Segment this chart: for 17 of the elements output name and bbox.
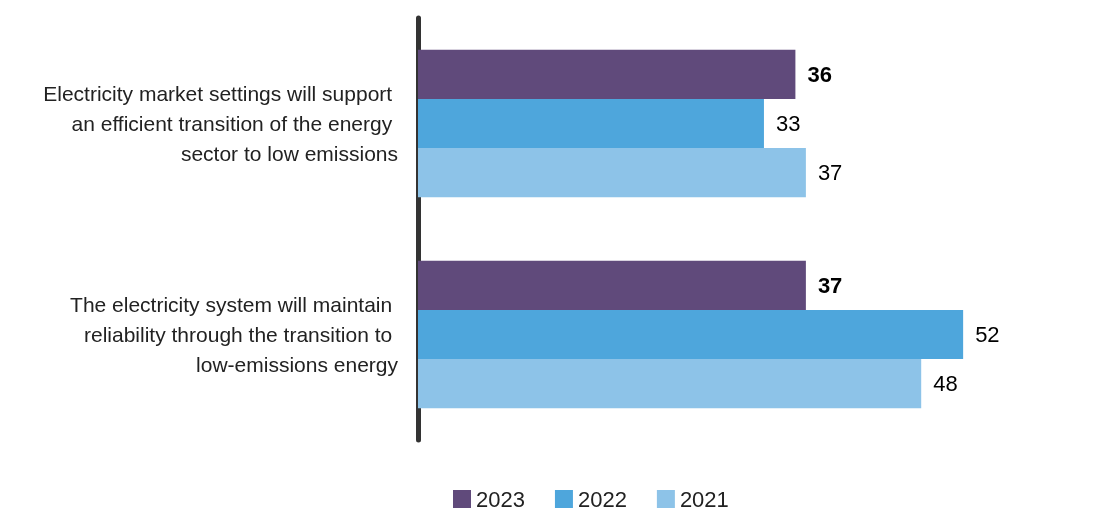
- bar: [418, 309, 964, 360]
- legend-label: 2023: [476, 486, 525, 512]
- bar: [418, 148, 806, 198]
- bar: [418, 49, 796, 99]
- data-label: 37: [817, 272, 843, 298]
- bar: [418, 98, 764, 149]
- data-label: 33: [775, 111, 801, 136]
- y-tick-label: Electricity market settings will support an efficient transition of the energy sector to low emissions: [43, 82, 398, 165]
- bar: [418, 260, 806, 310]
- legend-label: 2022: [577, 486, 627, 512]
- bar: [418, 359, 922, 409]
- data-label: 36: [807, 61, 832, 87]
- legend-label: 2021: [679, 486, 729, 512]
- data-label: 48: [933, 371, 958, 397]
- data-label: 37: [817, 160, 843, 186]
- y-tick-label: The electricity system will maintain reliability through the transition to low-emissions energy: [70, 293, 399, 376]
- data-label: 52: [975, 322, 1000, 347]
